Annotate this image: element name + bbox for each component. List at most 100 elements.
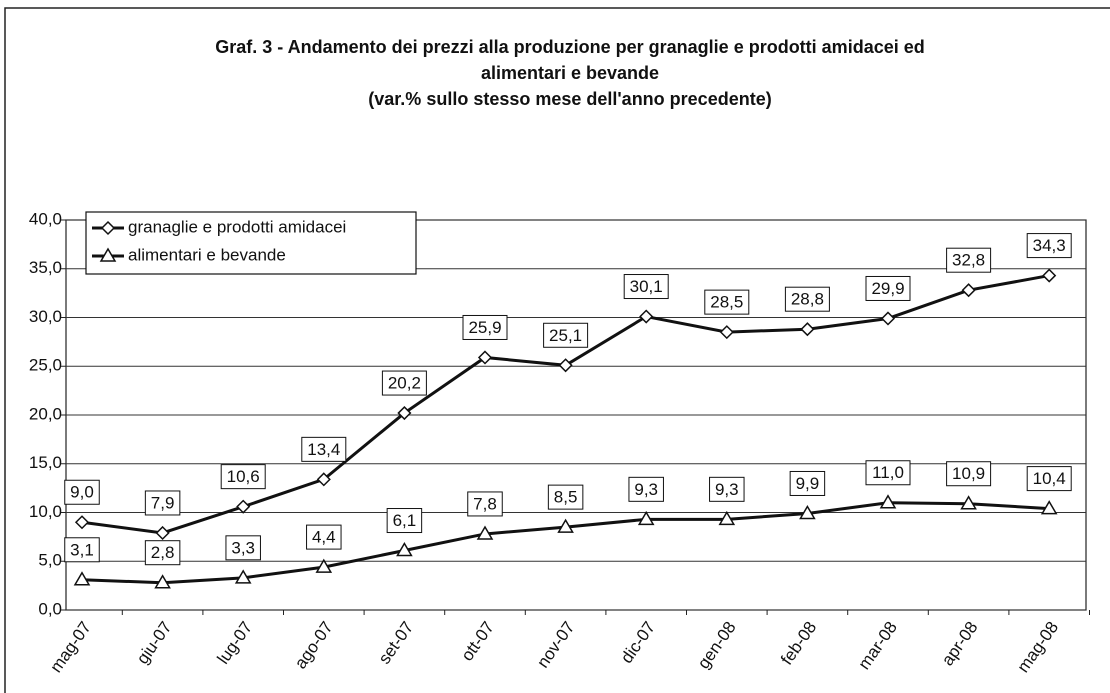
y-tick-label: 5,0 bbox=[38, 551, 62, 570]
x-tick-label: mar-08 bbox=[854, 618, 900, 673]
data-label: 10,6 bbox=[227, 467, 260, 486]
data-label: 28,5 bbox=[710, 293, 743, 312]
y-tick-label: 10,0 bbox=[29, 502, 62, 521]
data-label-box bbox=[462, 314, 508, 340]
data-label-box bbox=[547, 484, 584, 510]
data-label-box bbox=[144, 540, 181, 566]
point-marker bbox=[557, 518, 574, 533]
legend-label: granaglie e prodotti amidacei bbox=[128, 217, 346, 236]
point-marker bbox=[477, 350, 493, 365]
point-marker bbox=[1040, 500, 1058, 515]
point-marker bbox=[154, 574, 171, 589]
x-tick-label: feb-08 bbox=[777, 618, 820, 668]
data-label-box bbox=[301, 436, 347, 462]
data-label: 30,1 bbox=[630, 277, 663, 296]
point-marker bbox=[879, 494, 897, 509]
y-tick-label: 35,0 bbox=[29, 258, 62, 277]
data-label-box bbox=[64, 479, 100, 505]
data-label: 9,9 bbox=[796, 474, 820, 493]
point-marker bbox=[639, 309, 654, 324]
y-tick-label: 20,0 bbox=[29, 404, 62, 423]
data-label-box bbox=[789, 470, 826, 496]
legend-marker bbox=[99, 247, 117, 262]
data-label: 3,1 bbox=[70, 540, 94, 559]
data-label-box bbox=[623, 274, 669, 300]
data-label-box bbox=[628, 476, 664, 502]
point-marker bbox=[155, 525, 170, 541]
data-label-box bbox=[865, 275, 911, 301]
point-marker bbox=[880, 311, 896, 326]
data-label: 9,0 bbox=[70, 483, 94, 502]
data-label: 13,4 bbox=[307, 440, 340, 459]
legend bbox=[85, 211, 417, 275]
data-label-box bbox=[1026, 233, 1072, 259]
y-tick-label: 25,0 bbox=[29, 356, 62, 375]
data-label: 4,4 bbox=[312, 528, 336, 547]
data-label-box bbox=[865, 460, 911, 486]
point-marker bbox=[316, 472, 331, 487]
data-label: 20,2 bbox=[388, 374, 421, 393]
data-label: 32,8 bbox=[952, 251, 985, 270]
y-tick-label: 30,0 bbox=[29, 307, 62, 326]
x-tick-label: giu-07 bbox=[133, 618, 176, 668]
point-marker bbox=[236, 499, 251, 514]
point-marker bbox=[719, 325, 734, 340]
point-marker bbox=[718, 510, 736, 526]
point-marker bbox=[476, 525, 494, 540]
data-label-box bbox=[946, 247, 992, 273]
y-tick-label: 15,0 bbox=[29, 453, 62, 472]
y-tick-label: 0,0 bbox=[38, 599, 62, 618]
data-label: 9,3 bbox=[634, 480, 658, 499]
y-tick-label: 40,0 bbox=[29, 209, 62, 228]
chart-title: alimentari e bevande bbox=[481, 63, 659, 83]
data-label-box bbox=[946, 461, 992, 487]
data-label-box bbox=[704, 289, 750, 315]
chart-frame bbox=[4, 7, 1110, 693]
data-label-box bbox=[64, 537, 100, 563]
data-label: 28,8 bbox=[791, 290, 824, 309]
data-label: 9,3 bbox=[715, 480, 739, 499]
data-label-box bbox=[381, 370, 427, 396]
data-label-box bbox=[784, 286, 830, 312]
data-label: 11,0 bbox=[872, 463, 904, 482]
data-label: 6,1 bbox=[393, 511, 417, 530]
chart-title: Graf. 3 - Andamento dei prezzi alla prod… bbox=[215, 37, 924, 57]
data-label-box bbox=[467, 491, 503, 517]
point-marker bbox=[800, 322, 815, 337]
point-marker bbox=[397, 405, 412, 421]
data-label: 7,8 bbox=[473, 494, 497, 513]
x-tick-label: mag-08 bbox=[1014, 618, 1063, 676]
point-marker bbox=[558, 358, 573, 373]
x-tick-label: apr-08 bbox=[938, 618, 982, 669]
data-label-box bbox=[1026, 466, 1072, 492]
data-label-box bbox=[543, 322, 589, 348]
point-marker bbox=[73, 571, 91, 586]
x-tick-label: ago-07 bbox=[291, 618, 337, 672]
data-label-box bbox=[709, 476, 745, 502]
legend-label: alimentari e bevande bbox=[128, 245, 286, 264]
x-tick-label: dic-07 bbox=[617, 618, 659, 667]
point-marker bbox=[799, 504, 816, 520]
point-marker bbox=[315, 558, 333, 573]
point-marker bbox=[1042, 268, 1057, 283]
x-tick-label: nov-07 bbox=[533, 618, 578, 671]
data-label: 3,3 bbox=[231, 538, 255, 557]
point-marker bbox=[960, 495, 977, 510]
data-label: 34,3 bbox=[1033, 236, 1066, 255]
data-label: 7,9 bbox=[151, 493, 175, 512]
x-tick-label: set-07 bbox=[375, 618, 418, 668]
data-label-box bbox=[144, 490, 181, 516]
point-marker bbox=[234, 569, 252, 584]
data-label-box bbox=[225, 535, 261, 561]
point-marker bbox=[637, 510, 655, 526]
point-marker bbox=[74, 515, 90, 530]
x-tick-label: gen-08 bbox=[694, 618, 740, 672]
x-tick-label: ott-07 bbox=[457, 618, 498, 665]
legend-marker bbox=[100, 220, 116, 236]
point-marker bbox=[961, 283, 976, 298]
data-label-box bbox=[386, 508, 423, 534]
point-marker bbox=[396, 542, 413, 557]
data-label: 29,9 bbox=[871, 279, 904, 298]
x-tick-label: mag-07 bbox=[46, 618, 95, 676]
